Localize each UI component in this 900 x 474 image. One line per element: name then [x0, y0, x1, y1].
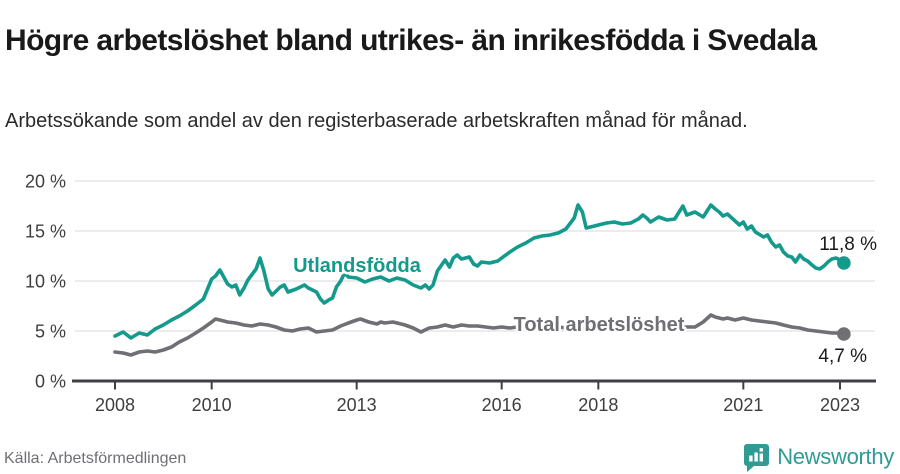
series-lines [113, 203, 851, 357]
newsworthy-logo-icon [744, 444, 770, 472]
y-tick-label: 5 % [35, 322, 66, 342]
source-credit: Källa: Arbetsförmedlingen [4, 450, 187, 467]
x-tick-label: 2008 [95, 395, 135, 415]
page-title: Högre arbetslöshet bland utrikes- än inr… [5, 24, 817, 58]
x-tick-label: 2013 [337, 395, 377, 415]
x-axis [72, 379, 876, 390]
end-value-total: 4,7 % [818, 346, 867, 367]
y-tick-label: 0 % [35, 372, 66, 392]
x-tick-label: 2010 [192, 395, 232, 415]
x-tick-label: 2018 [578, 395, 618, 415]
x-tick-label: 2021 [723, 395, 763, 415]
axis-tick-labels: 0 % 5 % 10 % 15 % 20 % 2008 2010 2013 2016 2018 20… [25, 172, 860, 416]
newsworthy-wordmark: Newsworthy [777, 444, 894, 469]
gridlines [75, 180, 875, 332]
series-label-utlandsfodda: Utlandsfödda [293, 255, 422, 277]
series-end-dot-0 [837, 327, 851, 341]
y-tick-label: 20 % [25, 172, 66, 192]
newsworthy-brand: Newsworthy [743, 442, 894, 472]
series-line-1 [113, 203, 846, 340]
series-end-dot-1 [837, 256, 851, 270]
x-tick-label: 2016 [482, 395, 522, 415]
chart-subtitle: Arbetssökande som andel av den registerb… [5, 110, 748, 132]
series-label-total: Total arbetslöshet [514, 314, 685, 336]
y-tick-label: 15 % [25, 222, 66, 242]
end-value-utlandsfodda: 11,8 % [819, 234, 877, 255]
y-tick-label: 10 % [25, 272, 66, 292]
x-tick-label: 2023 [820, 395, 860, 415]
series-line-0 [113, 313, 846, 357]
